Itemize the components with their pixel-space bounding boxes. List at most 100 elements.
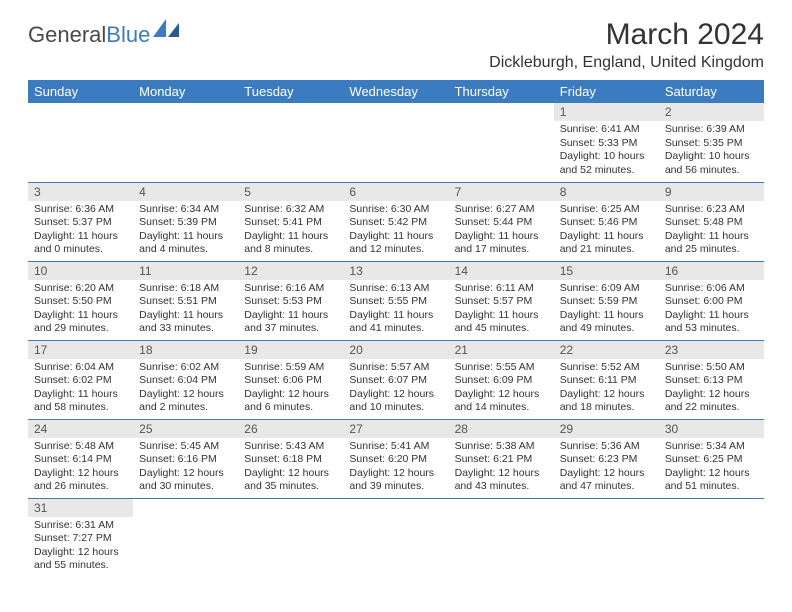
calendar-week: 24Sunrise: 5:48 AMSunset: 6:14 PMDayligh… [28,419,764,498]
day-line: and 21 minutes. [560,243,653,257]
day-line: and 18 minutes. [560,401,653,415]
day-line: Sunset: 6:16 PM [139,453,232,467]
day-details: Sunrise: 5:43 AMSunset: 6:18 PMDaylight:… [238,438,343,497]
day-line: Daylight: 12 hours [244,467,337,481]
calendar-cell [133,498,238,577]
day-line: Sunrise: 6:32 AM [244,203,337,217]
calendar-cell: 16Sunrise: 6:06 AMSunset: 6:00 PMDayligh… [659,261,764,340]
day-line: Sunrise: 6:02 AM [139,361,232,375]
calendar-table: SundayMondayTuesdayWednesdayThursdayFrid… [28,80,764,577]
calendar-week: 1Sunrise: 6:41 AMSunset: 5:33 PMDaylight… [28,103,764,182]
calendar-cell: 17Sunrise: 6:04 AMSunset: 6:02 PMDayligh… [28,340,133,419]
day-line: Sunset: 6:11 PM [560,374,653,388]
calendar-cell: 12Sunrise: 6:16 AMSunset: 5:53 PMDayligh… [238,261,343,340]
day-line: Sunrise: 5:41 AM [349,440,442,454]
calendar-cell: 29Sunrise: 5:36 AMSunset: 6:23 PMDayligh… [554,419,659,498]
day-details: Sunrise: 6:13 AMSunset: 5:55 PMDaylight:… [343,280,448,339]
day-line: and 35 minutes. [244,480,337,494]
day-line: Daylight: 11 hours [560,230,653,244]
day-line: Daylight: 11 hours [455,309,548,323]
day-line: Sunset: 6:02 PM [34,374,127,388]
day-header-row: SundayMondayTuesdayWednesdayThursdayFrid… [28,80,764,103]
sail-icon [153,19,179,37]
day-line: Daylight: 11 hours [244,230,337,244]
day-line: Sunrise: 5:50 AM [665,361,758,375]
day-line: Sunrise: 6:27 AM [455,203,548,217]
day-line: Sunrise: 6:39 AM [665,123,758,137]
day-line: Sunrise: 6:06 AM [665,282,758,296]
day-number: 13 [343,262,448,280]
day-number: 9 [659,183,764,201]
calendar-cell: 23Sunrise: 5:50 AMSunset: 6:13 PMDayligh… [659,340,764,419]
day-line: Sunrise: 5:43 AM [244,440,337,454]
day-line: and 6 minutes. [244,401,337,415]
day-number: 20 [343,341,448,359]
day-details: Sunrise: 5:36 AMSunset: 6:23 PMDaylight:… [554,438,659,497]
day-line: Sunset: 5:57 PM [455,295,548,309]
location: Dickleburgh, England, United Kingdom [489,54,764,72]
day-details: Sunrise: 6:06 AMSunset: 6:00 PMDaylight:… [659,280,764,339]
day-line: Daylight: 12 hours [139,388,232,402]
day-number: 26 [238,420,343,438]
day-line: Sunset: 6:09 PM [455,374,548,388]
logo-text: GeneralBlue [28,24,150,46]
calendar-cell: 4Sunrise: 6:34 AMSunset: 5:39 PMDaylight… [133,182,238,261]
day-line: Daylight: 10 hours [560,150,653,164]
day-line: Sunset: 5:41 PM [244,216,337,230]
day-line: Daylight: 11 hours [34,230,127,244]
day-line: Sunrise: 5:52 AM [560,361,653,375]
day-line: Sunrise: 5:45 AM [139,440,232,454]
day-line: Sunset: 5:55 PM [349,295,442,309]
day-line: and 0 minutes. [34,243,127,257]
day-line: Daylight: 12 hours [139,467,232,481]
day-line: Sunset: 5:50 PM [34,295,127,309]
day-details: Sunrise: 5:45 AMSunset: 6:16 PMDaylight:… [133,438,238,497]
calendar-cell [659,498,764,577]
calendar-cell [28,103,133,182]
day-line: Daylight: 12 hours [244,388,337,402]
day-line: Sunrise: 5:57 AM [349,361,442,375]
day-line: and 26 minutes. [34,480,127,494]
day-line: and 22 minutes. [665,401,758,415]
day-line: Sunset: 5:44 PM [455,216,548,230]
day-line: Sunrise: 6:11 AM [455,282,548,296]
day-details: Sunrise: 6:02 AMSunset: 6:04 PMDaylight:… [133,359,238,418]
calendar-cell [238,498,343,577]
day-line: Sunset: 5:33 PM [560,137,653,151]
day-line: Daylight: 12 hours [665,388,758,402]
day-line: Sunset: 6:04 PM [139,374,232,388]
day-line: Sunset: 5:39 PM [139,216,232,230]
day-line: and 52 minutes. [560,164,653,178]
day-details: Sunrise: 6:11 AMSunset: 5:57 PMDaylight:… [449,280,554,339]
logo: GeneralBlue [28,24,179,46]
day-number: 29 [554,420,659,438]
day-details: Sunrise: 5:34 AMSunset: 6:25 PMDaylight:… [659,438,764,497]
day-line: and 53 minutes. [665,322,758,336]
day-line: Sunset: 5:46 PM [560,216,653,230]
calendar-cell: 14Sunrise: 6:11 AMSunset: 5:57 PMDayligh… [449,261,554,340]
day-number: 22 [554,341,659,359]
day-details: Sunrise: 5:41 AMSunset: 6:20 PMDaylight:… [343,438,448,497]
day-line: Sunset: 6:13 PM [665,374,758,388]
day-line: Sunset: 6:14 PM [34,453,127,467]
logo-word-2: Blue [106,22,150,47]
day-header: Wednesday [343,80,448,103]
day-line: and 41 minutes. [349,322,442,336]
day-number: 3 [28,183,133,201]
day-number: 15 [554,262,659,280]
day-line: Daylight: 11 hours [139,230,232,244]
calendar-cell: 13Sunrise: 6:13 AMSunset: 5:55 PMDayligh… [343,261,448,340]
day-line: Sunrise: 5:59 AM [244,361,337,375]
calendar-cell [554,498,659,577]
day-line: Sunrise: 6:31 AM [34,519,127,533]
day-line: Sunset: 5:35 PM [665,137,758,151]
day-line: and 37 minutes. [244,322,337,336]
day-details: Sunrise: 6:39 AMSunset: 5:35 PMDaylight:… [659,121,764,180]
day-line: Sunrise: 5:55 AM [455,361,548,375]
calendar-cell [343,103,448,182]
day-number: 28 [449,420,554,438]
day-number: 31 [28,499,133,517]
day-number: 12 [238,262,343,280]
calendar-cell: 6Sunrise: 6:30 AMSunset: 5:42 PMDaylight… [343,182,448,261]
calendar-cell [238,103,343,182]
